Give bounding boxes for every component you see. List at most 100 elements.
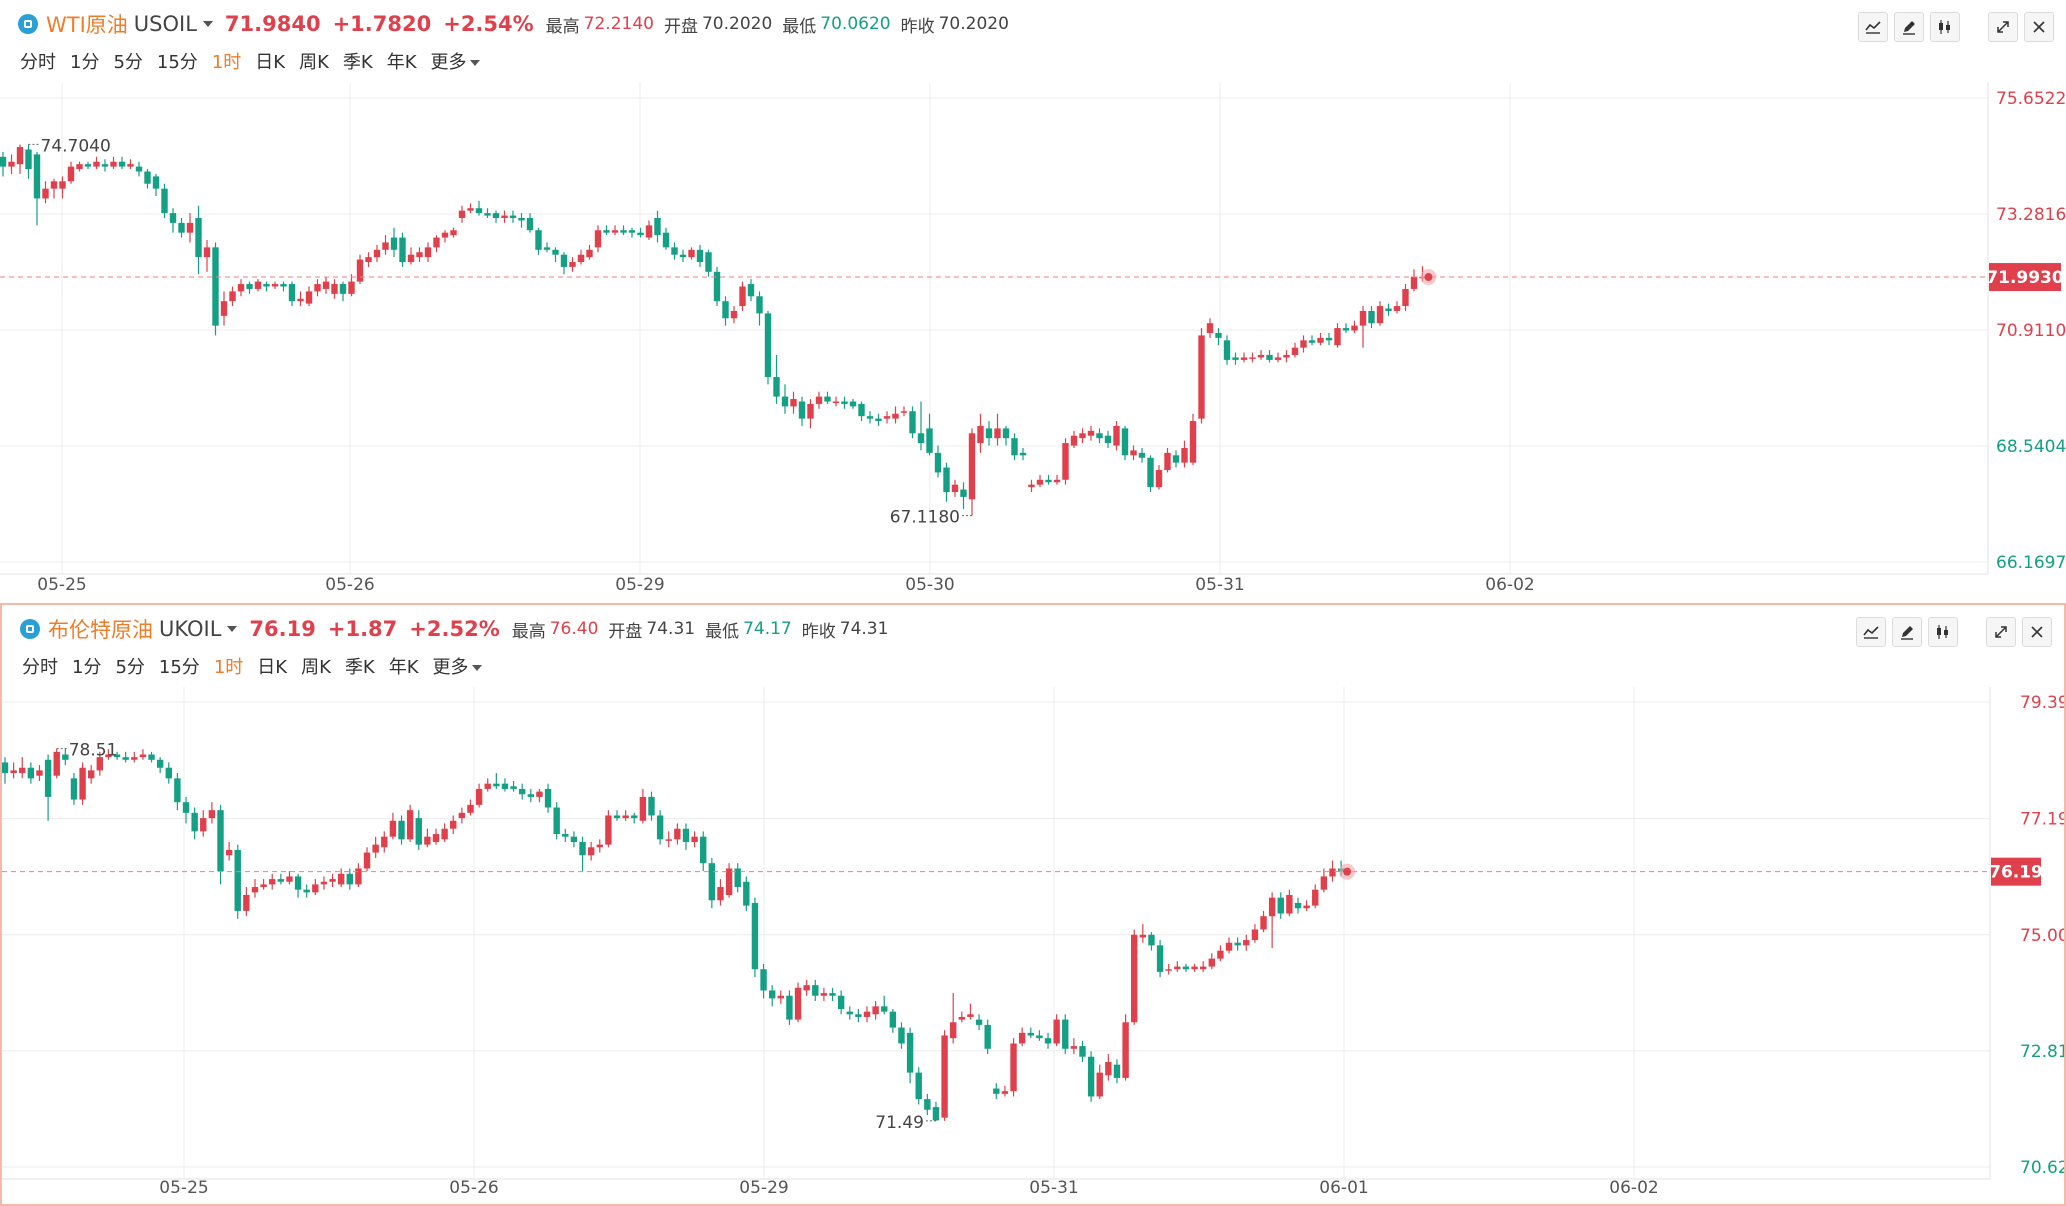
candle-body xyxy=(161,188,168,214)
candle-body xyxy=(510,786,517,789)
candle-body xyxy=(27,767,35,779)
candle-body xyxy=(280,284,287,287)
instrument-code[interactable]: USOIL xyxy=(133,12,197,36)
min-price-label: 67.1180 xyxy=(890,508,960,528)
more-dropdown-icon xyxy=(469,60,480,66)
candle-body xyxy=(960,489,967,497)
candle-body xyxy=(243,894,250,911)
y-tick-label: 79.39 xyxy=(2020,693,2064,713)
tab-quarterly[interactable]: 季K xyxy=(344,657,375,678)
tab-yearly[interactable]: 年K xyxy=(388,657,419,678)
candle-body xyxy=(88,770,95,779)
instrument-code[interactable]: UKOIL xyxy=(159,617,222,641)
candle-body xyxy=(50,181,58,189)
candle-body xyxy=(355,868,362,885)
candle-body xyxy=(909,411,916,434)
candle-body xyxy=(1062,443,1069,480)
tab-1hour[interactable]: 1时 xyxy=(211,52,242,73)
candle-body xyxy=(815,396,823,404)
tab-1hour[interactable]: 1时 xyxy=(213,657,244,678)
candle-body xyxy=(1027,1032,1034,1036)
candle-body xyxy=(764,313,772,378)
tab-more[interactable]: 更多 xyxy=(431,48,480,74)
candle-body xyxy=(544,788,552,808)
instrument-name[interactable]: WTI原油 xyxy=(46,13,128,37)
instrument-dropdown-icon[interactable] xyxy=(202,21,213,27)
pen-icon[interactable] xyxy=(1892,617,1922,647)
candle-body xyxy=(560,254,568,267)
tab-quarterly[interactable]: 季K xyxy=(342,52,373,73)
x-tick-label: 06-02 xyxy=(1485,575,1534,595)
candle-body xyxy=(203,247,211,258)
expand-icon[interactable] xyxy=(1988,12,2018,42)
x-tick-label: 05-26 xyxy=(325,575,374,595)
y-tick-label: 70.62 xyxy=(2020,1158,2064,1178)
open-value: 74.31 xyxy=(646,619,696,639)
candle-body xyxy=(263,284,270,287)
tab-15min[interactable]: 15分 xyxy=(156,52,198,73)
candle-body xyxy=(450,230,457,236)
instrument-dropdown-icon[interactable] xyxy=(227,626,238,632)
wti-chart-panel: 75.6522 73.2816 70.9110 68.5404 66.1697 05-25… xyxy=(0,0,2066,603)
instrument-name[interactable]: 布伦特原油 xyxy=(48,618,153,642)
candle-body xyxy=(889,1011,897,1028)
tab-daily[interactable]: 日K xyxy=(257,657,288,678)
close-icon[interactable] xyxy=(2024,12,2054,42)
candle-body xyxy=(1329,868,1336,877)
tab-daily[interactable]: 日K xyxy=(255,52,286,73)
candle-body xyxy=(824,396,831,402)
candle-body xyxy=(968,433,976,500)
candle-body xyxy=(1079,433,1086,439)
tab-15min[interactable]: 15分 xyxy=(158,657,200,678)
tab-more[interactable]: 更多 xyxy=(433,653,482,679)
tab-yearly[interactable]: 年K xyxy=(386,52,417,73)
candle-body xyxy=(994,428,1001,439)
candle-body xyxy=(794,987,802,1020)
y-tick-label: 68.5404 xyxy=(1996,437,2066,457)
candle-body xyxy=(1147,457,1154,488)
candle-body xyxy=(1053,1019,1060,1044)
close-icon[interactable] xyxy=(2022,617,2052,647)
tab-weekly[interactable]: 周K xyxy=(299,52,329,73)
candle-body xyxy=(144,171,151,184)
candle-body xyxy=(1053,479,1061,483)
tab-1min[interactable]: 1分 xyxy=(72,657,102,678)
draw-line-icon[interactable] xyxy=(1856,617,1886,647)
candle-type-icon[interactable] xyxy=(1928,617,1958,647)
candle-body xyxy=(1121,428,1129,456)
candle-body xyxy=(441,232,449,238)
tab-5min[interactable]: 5分 xyxy=(115,657,145,678)
candle-body xyxy=(186,222,194,233)
pen-icon[interactable] xyxy=(1894,12,1924,42)
candle-body xyxy=(432,834,440,842)
candle-body xyxy=(286,876,293,882)
draw-line-icon[interactable] xyxy=(1858,12,1888,42)
brent-candlestick-chart[interactable]: 79.39 77.19 75.00 72.81 70.62 05-25 05-26 05-29… xyxy=(2,605,2064,1204)
candle-body xyxy=(348,281,355,294)
candle-body xyxy=(467,804,474,813)
x-tick-label: 05-29 xyxy=(739,1178,788,1198)
candle-body xyxy=(932,1107,940,1121)
x-tick-label: 06-02 xyxy=(1609,1178,1658,1198)
tab-weekly[interactable]: 周K xyxy=(301,657,331,678)
y-tick-label: 73.2816 xyxy=(1996,205,2066,225)
candle-body xyxy=(654,217,661,236)
tab-5min[interactable]: 5分 xyxy=(113,52,143,73)
expand-icon[interactable] xyxy=(1986,617,2016,647)
prev-close-value: 70.2020 xyxy=(938,14,1009,34)
tab-1min[interactable]: 1分 xyxy=(70,52,100,73)
candle-body xyxy=(165,767,172,779)
tab-timeshare[interactable]: 分时 xyxy=(22,657,58,678)
candle-body xyxy=(25,149,32,170)
candle-body xyxy=(156,759,164,768)
high-label: 最高 xyxy=(545,16,580,37)
candle-body xyxy=(756,296,763,314)
wti-candlestick-chart[interactable]: 75.6522 73.2816 70.9110 68.5404 66.1697 05-25… xyxy=(0,0,2066,603)
candle-type-icon[interactable] xyxy=(1930,12,1960,42)
tab-timeshare[interactable]: 分时 xyxy=(20,52,56,73)
candle-body xyxy=(1011,438,1018,456)
candle-body xyxy=(93,161,100,167)
candle-body xyxy=(631,815,638,819)
candle-body xyxy=(346,873,353,885)
candle-body xyxy=(1217,950,1224,959)
